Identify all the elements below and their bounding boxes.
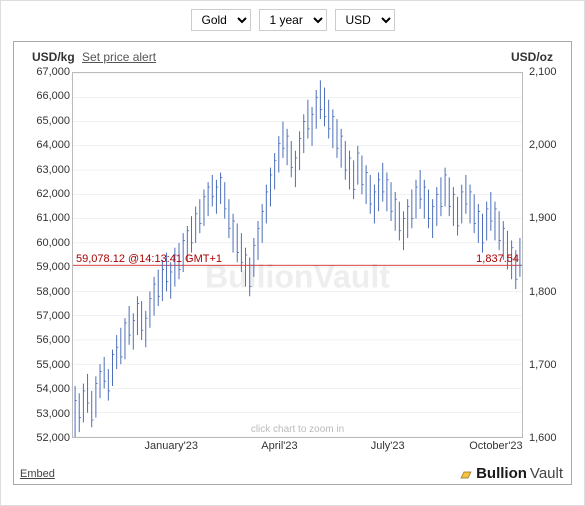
embed-link[interactable]: Embed — [20, 468, 55, 480]
chart-container: USD/kg Set price alert USD/oz 52,000 53,0… — [13, 41, 572, 485]
y-left-tick: 66,000 — [14, 90, 70, 102]
y-left-tick: 60,000 — [14, 237, 70, 249]
plot-area[interactable]: BullionVault 59,078.12 @14:13:41 GMT+1 1… — [72, 72, 523, 438]
y-left-tick: 61,000 — [14, 212, 70, 224]
currency-select[interactable]: USD — [335, 9, 395, 31]
y-left-tick: 58,000 — [14, 286, 70, 298]
zoom-hint: click chart to zoom in — [251, 424, 344, 435]
y-left-tick: 65,000 — [14, 115, 70, 127]
y-left-tick: 52,000 — [14, 432, 70, 444]
y-left-tick: 54,000 — [14, 383, 70, 395]
brand-logo: BullionVault — [459, 465, 563, 482]
y-left-tick: 56,000 — [14, 334, 70, 346]
y-right-tick: 2,000 — [529, 139, 575, 151]
y-left-tick: 57,000 — [14, 310, 70, 322]
y-left-tick: 55,000 — [14, 359, 70, 371]
x-tick: July'23 — [371, 440, 405, 452]
right-axis-title: USD/oz — [511, 50, 553, 64]
y-left-tick: 53,000 — [14, 408, 70, 420]
chart-widget: Gold 1 year USD USD/kg Set price alert U… — [0, 0, 585, 506]
y-right-tick: 1,900 — [529, 212, 575, 224]
chart-controls: Gold 1 year USD — [1, 1, 584, 33]
x-axis: January'23 April'23 July'23 October'23 — [72, 440, 523, 456]
y-left-tick: 67,000 — [14, 66, 70, 78]
bullion-icon — [459, 467, 473, 481]
brand-text-main: Bullion — [476, 465, 527, 482]
x-tick: October'23 — [469, 440, 522, 452]
left-axis-title: USD/kg Set price alert — [32, 50, 156, 64]
chart-header: USD/kg Set price alert USD/oz — [32, 50, 553, 64]
set-price-alert-link[interactable]: Set price alert — [82, 50, 156, 64]
x-tick: April'23 — [261, 440, 297, 452]
metal-select[interactable]: Gold — [191, 9, 251, 31]
y-right-tick: 1,600 — [529, 432, 575, 444]
x-tick: January'23 — [144, 440, 197, 452]
y-left-tick: 64,000 — [14, 139, 70, 151]
y-right-axis: 1,6001,7001,8001,9002,0002,100 — [525, 72, 571, 438]
y-left-tick: 63,000 — [14, 164, 70, 176]
brand-text-sub: Vault — [530, 465, 563, 482]
y-left-tick: 62,000 — [14, 188, 70, 200]
range-select[interactable]: 1 year — [259, 9, 327, 31]
y-right-tick: 1,700 — [529, 359, 575, 371]
y-right-tick: 2,100 — [529, 66, 575, 78]
y-left-tick: 59,000 — [14, 261, 70, 273]
y-right-tick: 1,800 — [529, 286, 575, 298]
current-price-right-label: 1,837.54 — [476, 253, 519, 265]
y-left-axis: 52,00053,00054,00055,00056,00057,00058,0… — [14, 72, 70, 438]
current-price-left-label: 59,078.12 @14:13:41 GMT+1 — [76, 253, 222, 265]
